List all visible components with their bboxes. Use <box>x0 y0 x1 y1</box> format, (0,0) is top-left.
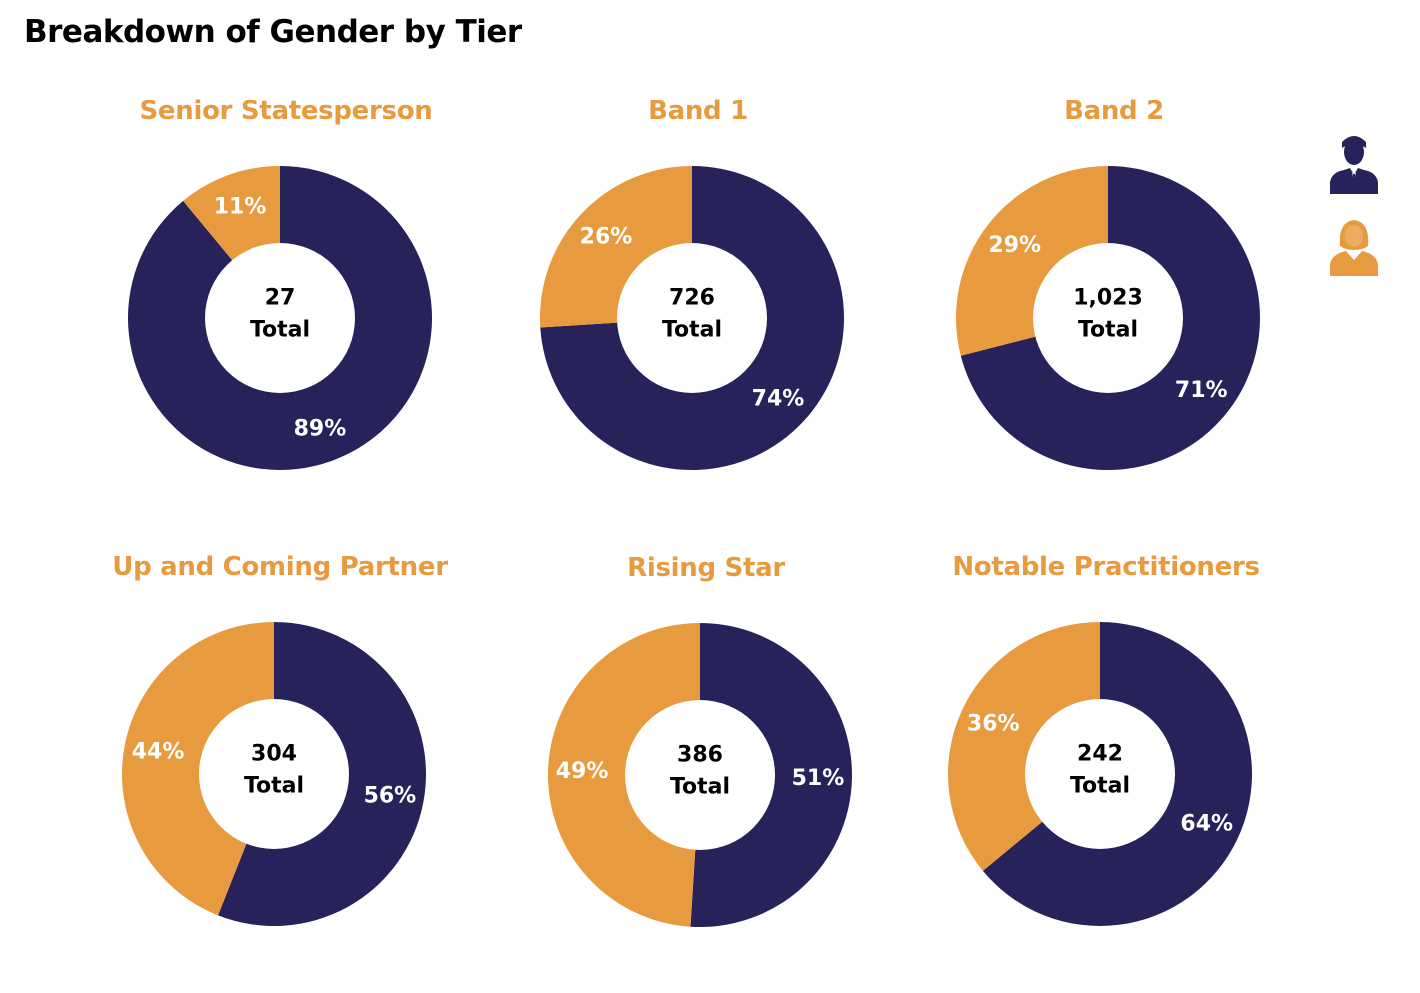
tier-title: Senior Statesperson <box>139 96 433 126</box>
slice-label-male: 56% <box>364 784 417 809</box>
slice-label-male: 64% <box>1180 812 1233 837</box>
slice-label-male: 89% <box>294 417 347 442</box>
tier-title: Notable Practitioners <box>952 552 1260 582</box>
center-total-value: 726 <box>669 286 715 311</box>
woman-icon <box>1330 220 1378 276</box>
center-total-label: Total <box>1070 774 1130 799</box>
donut-chart: 74% 26% 726 Total <box>540 166 844 470</box>
center-total-label: Total <box>662 318 722 343</box>
slice-label-female: 49% <box>556 759 609 784</box>
center-total-value: 386 <box>677 743 723 768</box>
center-total-value: 27 <box>265 286 296 311</box>
donut-chart: 71% 29% 1,023 Total <box>956 166 1260 470</box>
donut-hole <box>199 699 349 849</box>
donut-hole <box>1025 699 1175 849</box>
donut-panel-up-and-coming-partner: Up and Coming Partner 56% 44% 304 Total <box>70 552 490 992</box>
slice-label-male: 71% <box>1175 378 1228 403</box>
donut-hole <box>205 243 355 393</box>
tier-title: Band 1 <box>648 96 748 126</box>
donut-panel-senior-statesperson: Senior Statesperson 89% 11% 27 Total <box>76 96 496 536</box>
slice-label-female: 29% <box>988 233 1041 258</box>
center-total-label: Total <box>250 318 310 343</box>
center-total-value: 304 <box>251 742 297 767</box>
tier-title: Up and Coming Partner <box>112 552 448 582</box>
donut-hole <box>625 700 775 850</box>
center-total-value: 1,023 <box>1073 286 1143 311</box>
tier-title: Rising Star <box>627 553 785 583</box>
donut-chart: 89% 11% 27 Total <box>128 166 432 470</box>
slice-label-male: 74% <box>752 386 805 411</box>
center-total-label: Total <box>670 775 730 800</box>
center-total-label: Total <box>1078 318 1138 343</box>
slice-female <box>122 622 274 916</box>
page-title: Breakdown of Gender by Tier <box>24 14 522 50</box>
donut-panel-notable-practitioners: Notable Practitioners 64% 36% 242 Total <box>896 552 1316 992</box>
slice-label-female: 44% <box>132 739 185 764</box>
tier-title: Band 2 <box>1064 96 1164 126</box>
donut-panel-rising-star: Rising Star 51% 49% 386 Total <box>496 553 916 993</box>
legend <box>1326 134 1386 284</box>
donut-panel-band-1: Band 1 74% 26% 726 Total <box>488 96 908 536</box>
center-total-label: Total <box>244 774 304 799</box>
slice-label-female: 36% <box>967 711 1020 736</box>
man-icon <box>1330 136 1378 194</box>
center-total-value: 242 <box>1077 742 1123 767</box>
donut-hole <box>1033 243 1183 393</box>
slice-female <box>548 623 700 927</box>
donut-panel-band-2: Band 2 71% 29% 1,023 Total <box>904 96 1324 536</box>
donut-hole <box>617 243 767 393</box>
donut-chart: 56% 44% 304 Total <box>122 622 427 926</box>
slice-label-male: 51% <box>792 766 845 791</box>
slice-label-female: 11% <box>214 194 267 219</box>
donut-chart: 51% 49% 386 Total <box>548 623 853 927</box>
slice-label-female: 26% <box>580 225 633 250</box>
slice-female <box>948 622 1100 871</box>
donut-chart: 64% 36% 242 Total <box>948 622 1252 926</box>
